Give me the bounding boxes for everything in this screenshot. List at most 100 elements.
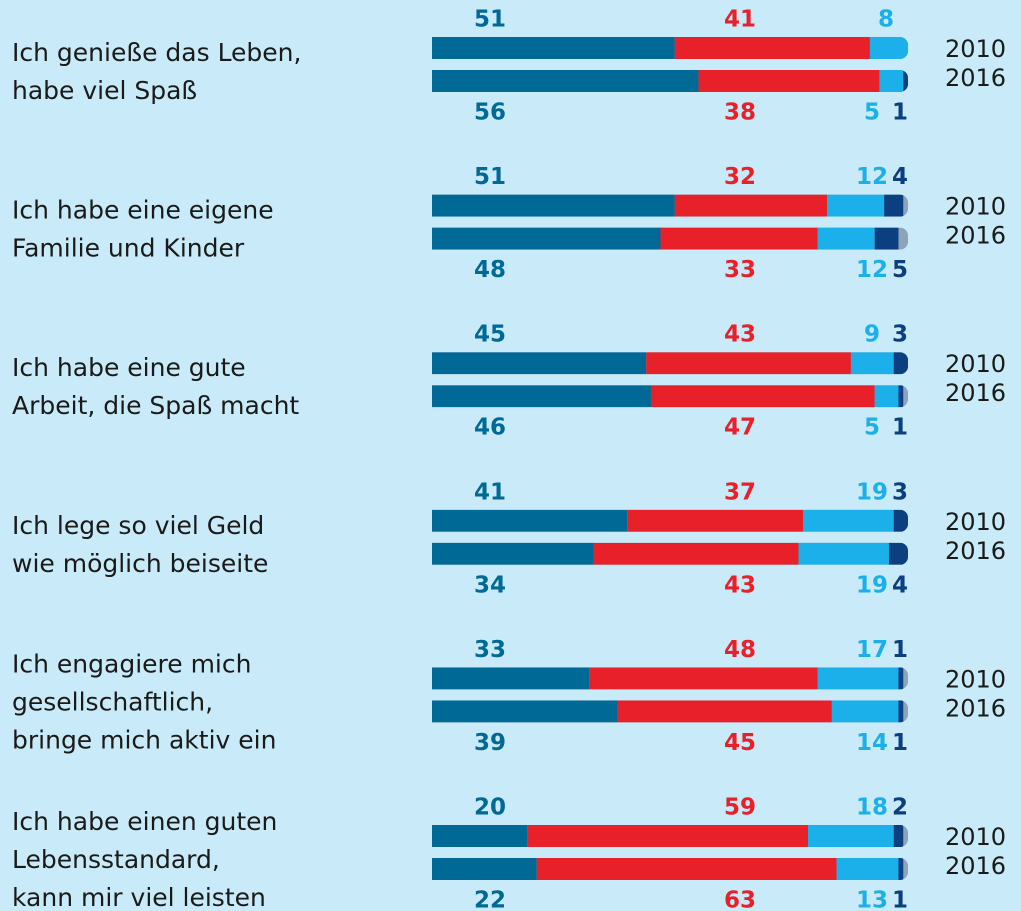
bar-segment [893,352,908,375]
year-label: 2010 [945,508,1006,536]
value-label: 59 [724,795,756,821]
value-label: 14 [856,730,888,756]
bar-segment [808,825,894,847]
bar-segment [432,37,675,59]
value-label: 45 [474,322,506,348]
bar-segment [674,194,828,217]
value-label: 45 [724,730,756,756]
category-label: Arbeit, die Spaß macht [12,391,299,420]
bar [432,667,908,690]
category-label: Ich engagiere mich [12,649,251,678]
value-label: 51 [474,7,506,33]
value-label: 13 [856,888,888,911]
value-label: 1 [892,888,908,911]
value-label: 63 [724,888,756,911]
bar-segment [432,825,528,847]
category-label: habe viel Spaß [12,76,197,105]
bar [432,542,908,565]
bar-segment [650,385,875,408]
bar-segment [898,700,904,723]
category-label: Ich habe einen guten [12,807,277,836]
bar [432,227,908,250]
bar [432,858,908,880]
value-label: 8 [878,7,894,33]
value-label: 17 [856,637,888,663]
bar-segment [836,858,899,880]
bar-segment [432,700,618,723]
bar-segment [432,858,537,880]
bar-segment [432,385,651,408]
bar-segment [850,352,894,375]
bar-segment [898,667,904,690]
bar-segment [432,509,628,532]
value-label: 3 [892,322,908,348]
category-label: Ich genieße das Leben, [12,38,301,67]
value-label: 12 [856,257,888,283]
bar-segment [646,352,851,375]
bar-segment [593,542,799,565]
value-label: 4 [892,572,908,598]
bar-segment [817,227,875,250]
bar-segment [898,385,904,408]
value-label: 12 [856,164,888,190]
value-label: 5 [864,415,880,441]
year-label: 2016 [945,852,1006,880]
value-label: 43 [724,572,756,598]
value-label: 39 [474,730,506,756]
value-label: 20 [474,795,506,821]
year-label: 2016 [945,64,1006,92]
value-label: 1 [892,730,908,756]
value-label: 41 [474,479,506,505]
value-label: 33 [474,637,506,663]
value-label: 1 [892,637,908,663]
bar [432,700,908,723]
category-label: Ich habe eine eigene [12,196,274,225]
bar-segment [869,37,908,59]
value-label: 22 [474,888,506,911]
category-label: Ich lege so viel Geld [12,511,264,540]
value-label: 19 [856,479,888,505]
value-label: 32 [724,164,756,190]
bar-segment [432,227,661,250]
year-label: 2010 [945,193,1006,221]
category-label: Familie und Kinder [12,234,245,263]
value-label: 33 [724,257,756,283]
bar-segment [432,667,590,690]
category-label: kann mir viel leisten [12,883,266,911]
bar [432,509,908,532]
year-label: 2016 [945,222,1006,250]
value-label: 9 [864,322,880,348]
bar-segment [432,194,675,217]
value-label: 47 [724,415,756,441]
bar-segment [831,700,899,723]
bar [432,70,908,92]
bar [432,352,908,375]
bar-segment [888,542,908,565]
year-label: 2010 [945,35,1006,63]
bar-segment [432,70,699,92]
year-label: 2010 [945,350,1006,378]
value-label: 38 [724,100,756,126]
value-label: 34 [474,572,506,598]
value-label: 5 [864,100,880,126]
bar-segment [893,825,904,847]
year-label: 2010 [945,823,1006,851]
bar-segment [617,700,832,723]
bar-segment [660,227,818,250]
value-label: 48 [724,637,756,663]
value-label: 18 [856,795,888,821]
value-label: 19 [856,572,888,598]
value-label: 56 [474,100,506,126]
bar [432,194,908,217]
bar-segment [589,667,818,690]
category-label: wie möglich beiseite [12,549,268,578]
bar-segment [432,542,594,565]
bar-segment [898,858,904,880]
bar [432,37,908,59]
bar-segment [874,385,899,408]
bar-segment [879,70,904,92]
value-label: 1 [892,100,908,126]
bar-segment [536,858,837,880]
year-label: 2016 [945,694,1006,722]
value-label: 37 [724,479,756,505]
